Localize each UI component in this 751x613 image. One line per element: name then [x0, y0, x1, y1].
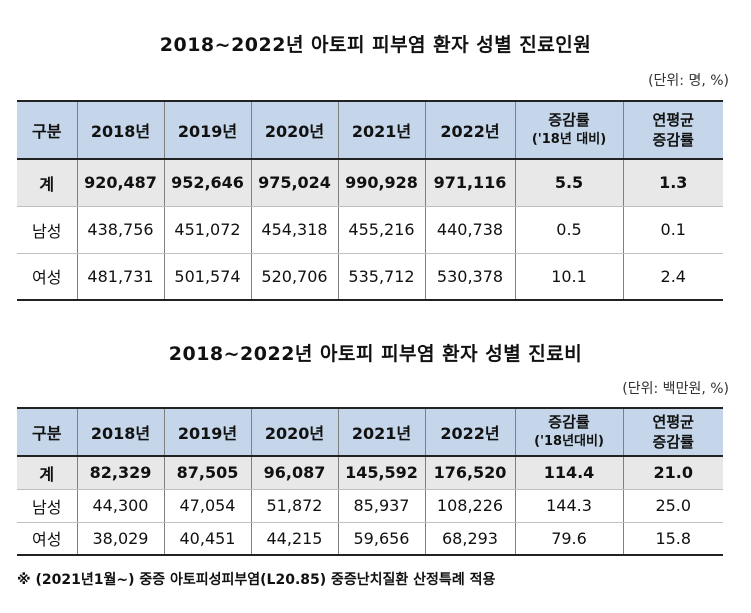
cell: 952,646 — [164, 159, 252, 207]
table-row: 남성 438,756 451,072 454,318 455,216 440,7… — [17, 206, 723, 254]
cell: 454,318 — [251, 206, 339, 254]
table1-header-row: 구분 2018년 2019년 2020년 2021년 2022년 증감률 ('1… — [17, 101, 723, 160]
header-2019: 2019년 — [164, 101, 252, 160]
header-avg-line1: 연평균 — [652, 111, 694, 129]
row-label: 남성 — [17, 206, 78, 254]
header-2018: 2018년 — [77, 408, 165, 457]
cell: 535,712 — [338, 253, 426, 301]
header-2022: 2022년 — [425, 101, 516, 160]
cell: 0.1 — [623, 206, 723, 254]
cell: 15.8 — [623, 522, 723, 556]
header-rate-line1: 증감률 — [548, 413, 590, 431]
cell: 145,592 — [338, 456, 426, 490]
cell: 438,756 — [77, 206, 165, 254]
cell: 440,738 — [425, 206, 516, 254]
header-2021: 2021년 — [338, 408, 426, 457]
table1-title: 2018~2022년 아토피 피부염 환자 성별 진료인원 — [159, 34, 592, 56]
table2: 구분 2018년 2019년 2020년 2021년 2022년 증감률 ('1… — [17, 407, 723, 556]
header-rate-line2: ('18년 대비) — [531, 132, 607, 147]
cell: 51,872 — [251, 489, 339, 523]
table-row: 계 920,487 952,646 975,024 990,928 971,11… — [17, 159, 723, 207]
table1: 구분 2018년 2019년 2020년 2021년 2022년 증감률 ('1… — [17, 100, 723, 301]
cell: 530,378 — [425, 253, 516, 301]
cell: 85,937 — [338, 489, 426, 523]
cell: 38,029 — [77, 522, 165, 556]
cell: 21.0 — [623, 456, 723, 490]
cell: 920,487 — [77, 159, 165, 207]
header-avg-line1: 연평균 — [652, 413, 694, 431]
footnote: ※ (2021년1월~) 중증 아토피성피부염(L20.85) 중증난치질환 산… — [17, 572, 496, 588]
cell: 44,300 — [77, 489, 165, 523]
cell: 40,451 — [164, 522, 252, 556]
table2-unit: (단위: 백만원, %) — [622, 381, 729, 397]
cell: 25.0 — [623, 489, 723, 523]
header-2021: 2021년 — [338, 101, 426, 160]
header-rate: 증감률 ('18년대비) — [515, 408, 624, 457]
cell: 5.5 — [515, 159, 624, 207]
header-rate-line2: ('18년대비) — [534, 434, 604, 449]
header-2019: 2019년 — [164, 408, 252, 457]
header-avg: 연평균 증감률 — [623, 101, 723, 160]
table-row: 여성 38,029 40,451 44,215 59,656 68,293 79… — [17, 522, 723, 556]
header-rate: 증감률 ('18년 대비) — [515, 101, 624, 160]
header-avg: 연평균 증감률 — [623, 408, 723, 457]
cell: 68,293 — [425, 522, 516, 556]
table-row: 여성 481,731 501,574 520,706 535,712 530,3… — [17, 253, 723, 301]
cell: 96,087 — [251, 456, 339, 490]
row-label: 여성 — [17, 522, 78, 556]
cell: 451,072 — [164, 206, 252, 254]
header-avg-line2: 증감률 — [652, 131, 694, 149]
cell: 176,520 — [425, 456, 516, 490]
cell: 481,731 — [77, 253, 165, 301]
cell: 87,505 — [164, 456, 252, 490]
cell: 990,928 — [338, 159, 426, 207]
table2-title: 2018~2022년 아토피 피부염 환자 성별 진료비 — [168, 343, 583, 365]
header-2018: 2018년 — [77, 101, 165, 160]
row-label: 여성 — [17, 253, 78, 301]
cell: 79.6 — [515, 522, 624, 556]
header-category: 구분 — [17, 101, 78, 160]
cell: 108,226 — [425, 489, 516, 523]
cell: 44,215 — [251, 522, 339, 556]
row-label: 계 — [17, 159, 78, 207]
row-label: 남성 — [17, 489, 78, 523]
header-2020: 2020년 — [251, 101, 339, 160]
table-row: 계 82,329 87,505 96,087 145,592 176,520 1… — [17, 456, 723, 490]
cell: 455,216 — [338, 206, 426, 254]
cell: 59,656 — [338, 522, 426, 556]
table1-unit: (단위: 명, %) — [648, 73, 729, 89]
cell: 114.4 — [515, 456, 624, 490]
cell: 975,024 — [251, 159, 339, 207]
cell: 971,116 — [425, 159, 516, 207]
cell: 1.3 — [623, 159, 723, 207]
header-category: 구분 — [17, 408, 78, 457]
cell: 10.1 — [515, 253, 624, 301]
cell: 0.5 — [515, 206, 624, 254]
header-2022: 2022년 — [425, 408, 516, 457]
table-row: 남성 44,300 47,054 51,872 85,937 108,226 1… — [17, 489, 723, 523]
header-2020: 2020년 — [251, 408, 339, 457]
cell: 144.3 — [515, 489, 624, 523]
cell: 82,329 — [77, 456, 165, 490]
cell: 501,574 — [164, 253, 252, 301]
table2-header-row: 구분 2018년 2019년 2020년 2021년 2022년 증감률 ('1… — [17, 408, 723, 457]
cell: 2.4 — [623, 253, 723, 301]
header-rate-line1: 증감률 — [548, 111, 590, 129]
cell: 47,054 — [164, 489, 252, 523]
header-avg-line2: 증감률 — [652, 433, 694, 451]
row-label: 계 — [17, 456, 78, 490]
cell: 520,706 — [251, 253, 339, 301]
